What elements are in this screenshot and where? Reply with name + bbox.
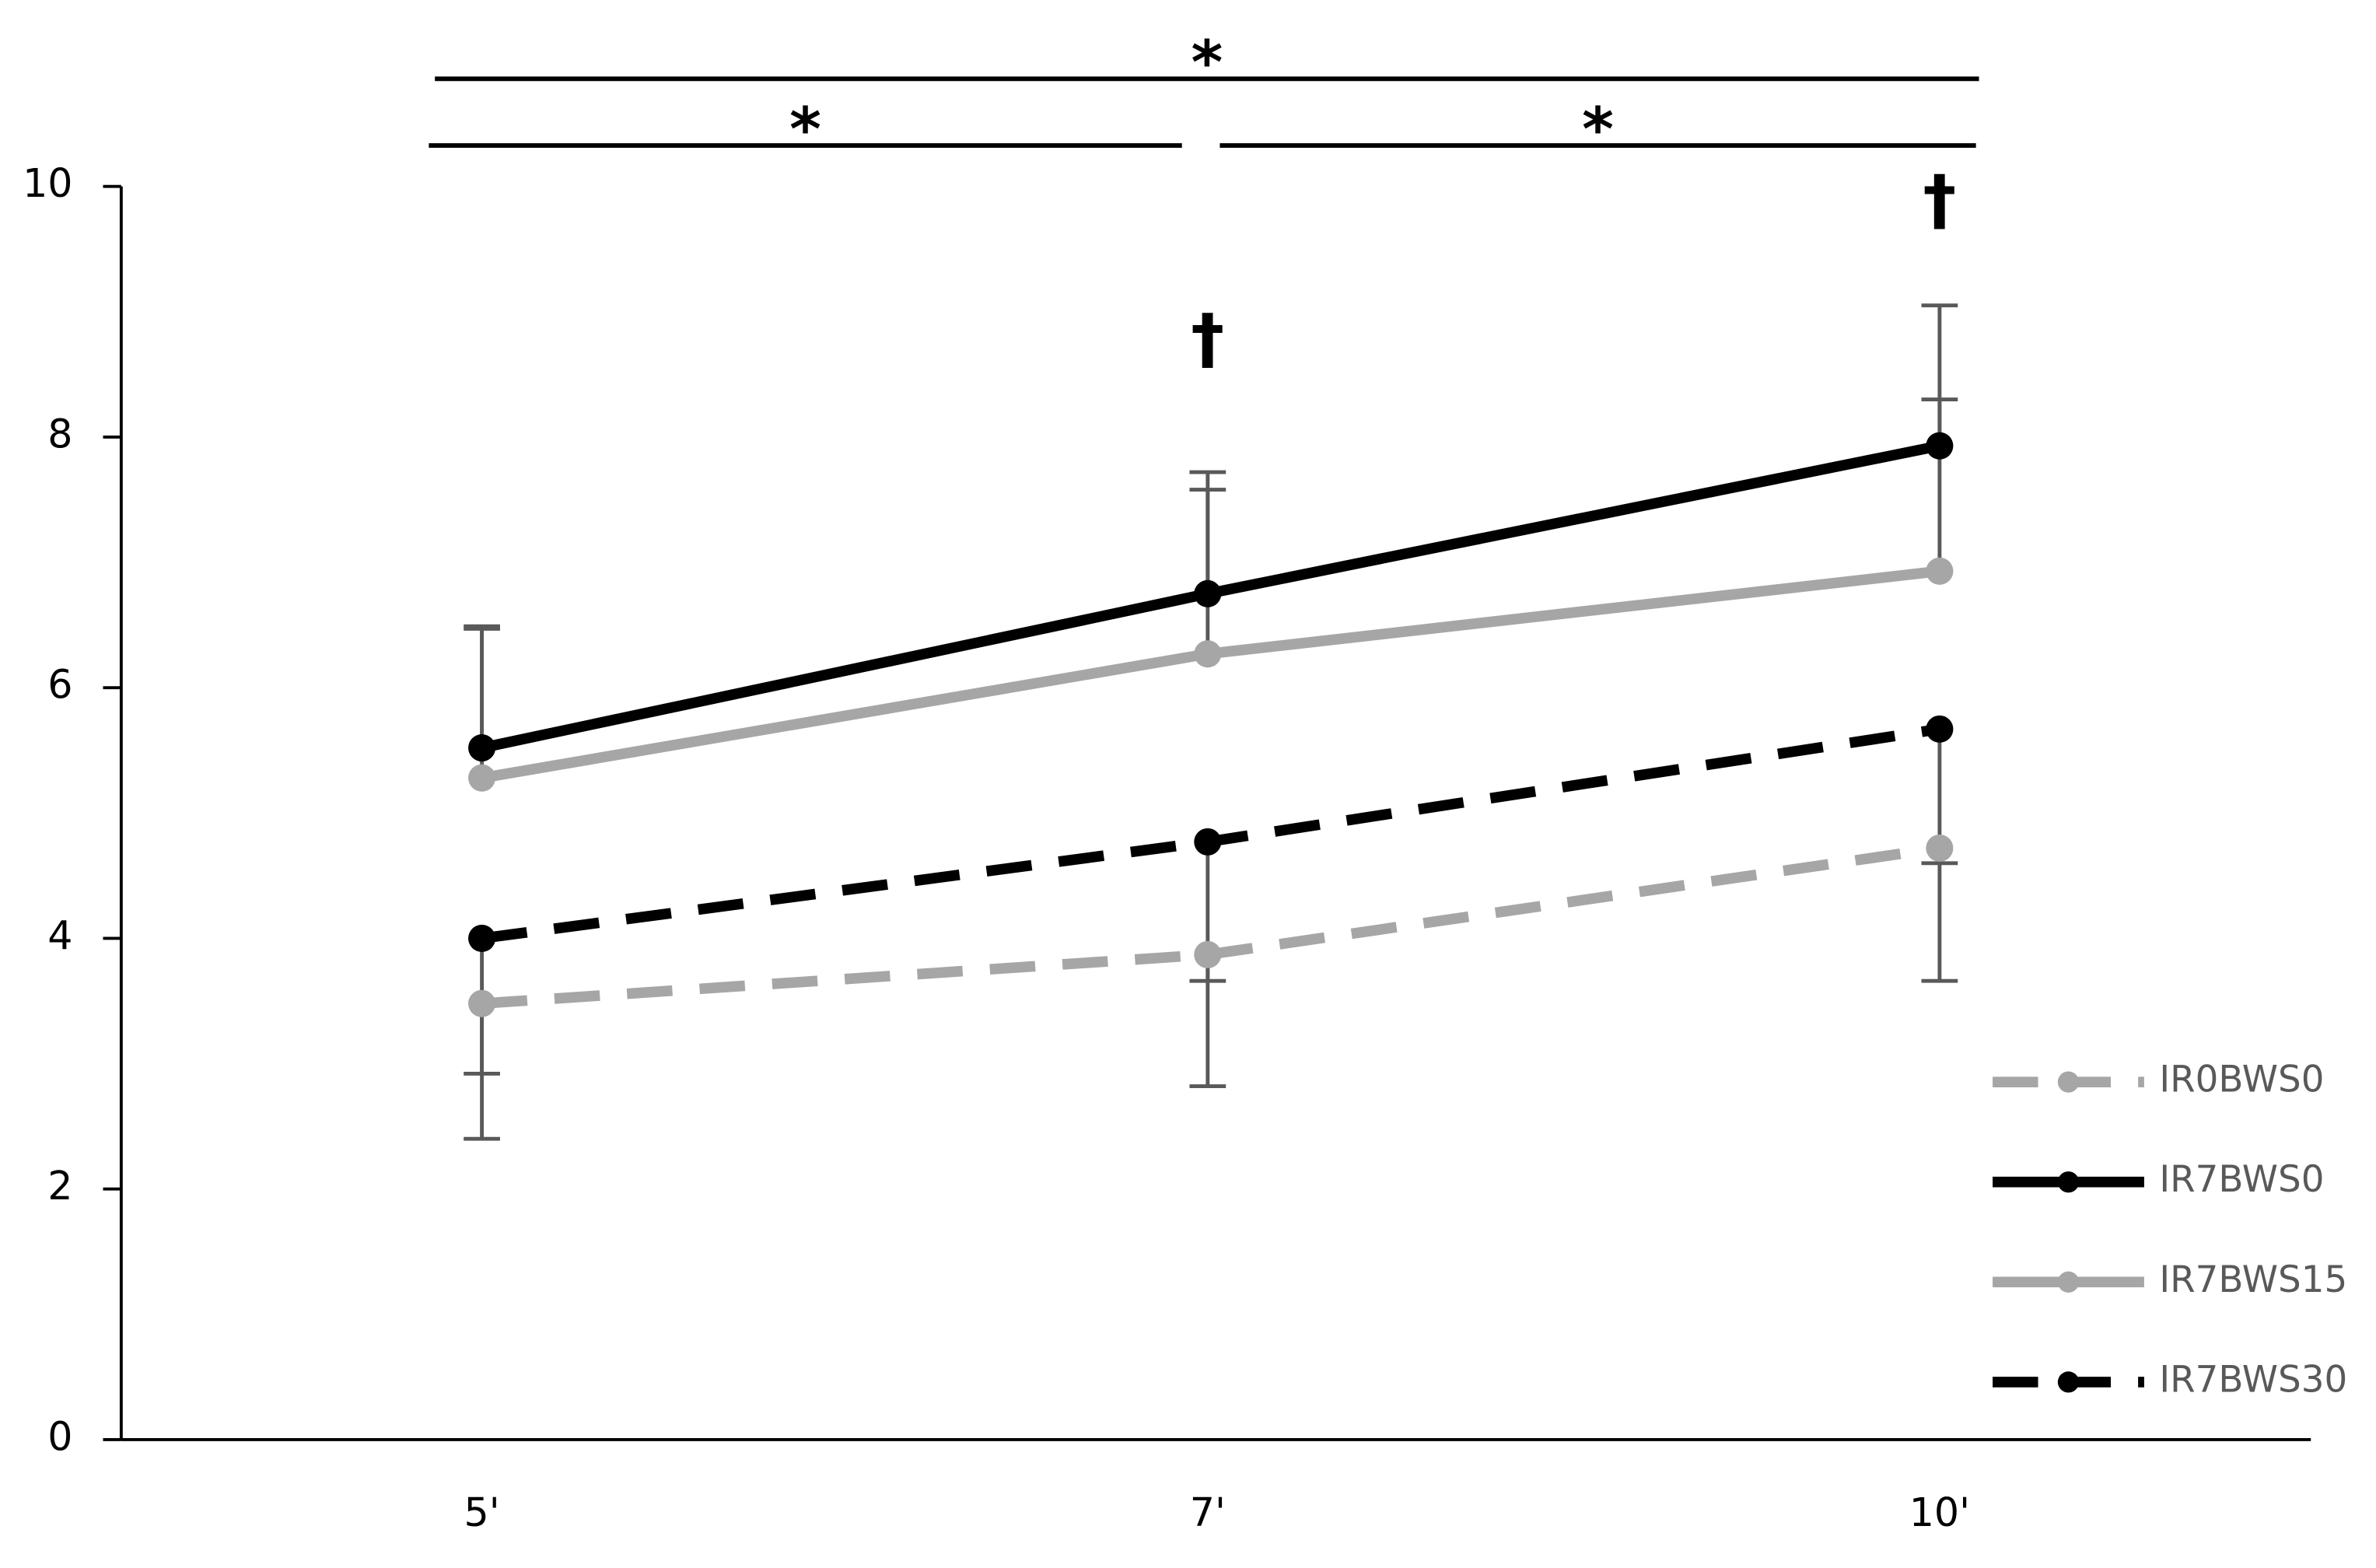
significance-label: * [1582,95,1614,165]
y-tick-label: 0 [47,1413,72,1459]
y-tick-label: 4 [47,912,72,958]
marker [468,733,496,762]
x-tick-label: 10' [1909,1489,1970,1535]
dagger-label: † [1191,300,1224,378]
legend-label: IR0BWS0 [2159,1059,2324,1101]
legend-label: IR7BWS0 [2159,1159,2324,1201]
marker [1926,432,1954,460]
legend-label: IR7BWS30 [2159,1359,2347,1401]
marker [1194,640,1222,668]
marker [1926,715,1954,743]
marker [468,989,496,1017]
x-tick-label: 5' [464,1489,500,1535]
marker [1926,834,1954,862]
marker [1194,579,1222,607]
dagger-label: † [1923,161,1956,239]
marker [1194,940,1222,968]
y-tick-label: 10 [23,160,72,206]
legend-marker [2057,1271,2080,1293]
marker [1926,557,1954,585]
legend-marker [2057,1171,2080,1193]
marker [1194,828,1222,856]
marker [468,924,496,952]
y-tick-label: 2 [47,1163,72,1209]
x-tick-label: 7' [1190,1489,1226,1535]
legend-label: IR7BWS15 [2159,1259,2347,1301]
significance-label: * [1191,28,1223,98]
marker [468,764,496,792]
y-tick-label: 8 [47,411,72,457]
significance-label: * [789,95,821,165]
y-tick-label: 6 [47,662,72,708]
legend-marker [2057,1071,2080,1093]
legend-marker [2057,1371,2080,1393]
